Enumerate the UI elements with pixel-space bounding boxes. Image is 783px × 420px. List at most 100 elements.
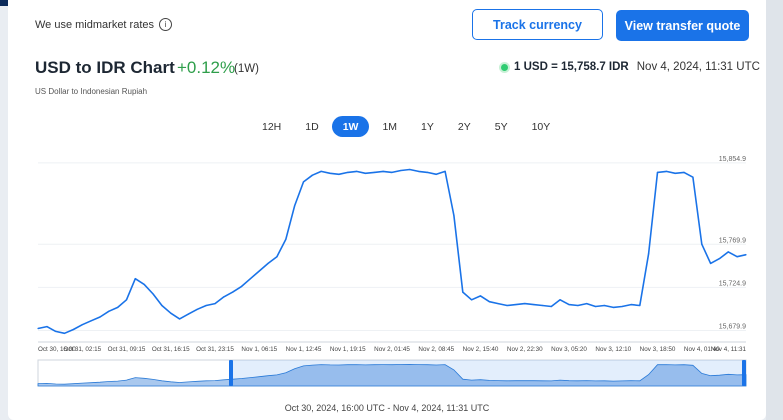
navigator-handle[interactable] [742, 360, 746, 386]
data-point [612, 306, 614, 309]
data-point [621, 305, 623, 308]
x-tick-label: Oct 31, 16:15 [152, 346, 190, 353]
data-point [444, 170, 446, 173]
data-point [683, 171, 685, 173]
data-point [630, 303, 632, 306]
data-point [258, 270, 260, 272]
data-point [117, 306, 119, 309]
x-tick-label: Nov 2, 08:45 [418, 346, 454, 353]
x-tick-label: Nov 1, 06:15 [241, 346, 277, 353]
chart-subtitle: US Dollar to Indonesian Rupiah [35, 87, 148, 96]
data-point [187, 313, 190, 315]
track-currency-button[interactable]: Track currency [472, 9, 603, 40]
data-point [656, 171, 659, 173]
data-point [108, 310, 110, 312]
scrollbar-track[interactable] [766, 0, 783, 420]
tab-1w[interactable]: 1W [331, 116, 370, 137]
navigator-handle[interactable] [229, 360, 233, 386]
x-tick-label: Nov 3, 05:20 [551, 346, 587, 353]
rate-timestamp: Nov 4, 2024, 11:31 UTC [636, 61, 760, 73]
tab-5y[interactable]: 5Y [494, 120, 508, 133]
data-point [37, 327, 39, 330]
data-point [179, 318, 181, 320]
data-point [674, 172, 676, 174]
data-point [294, 205, 296, 207]
rate-change: +0.12% [177, 58, 236, 77]
data-point [559, 299, 561, 301]
data-point [364, 172, 367, 174]
data-point [417, 170, 420, 173]
data-point [267, 262, 269, 264]
data-point [170, 312, 172, 314]
midmarket-note: We use midmarket rates i [35, 18, 173, 31]
view-transfer-quote-button[interactable]: View transfer quote [616, 10, 749, 41]
change-period: (1W) [234, 63, 259, 75]
data-point [453, 214, 455, 217]
data-point [727, 251, 729, 253]
range-tabs: 12H 1D 1W 1M 1Y 2Y 5Y 10Y [251, 116, 563, 137]
data-point [196, 308, 198, 310]
y-tick-label: 15,854.9 [719, 156, 746, 163]
data-point [568, 303, 570, 306]
data-point [214, 303, 216, 305]
navigator-area [37, 363, 747, 387]
data-point [479, 295, 482, 297]
x-tick-label: Nov 1, 12:45 [286, 346, 322, 353]
data-point [338, 173, 340, 175]
data-point [46, 325, 48, 328]
x-tick-label: Nov 3, 12:10 [595, 346, 631, 353]
x-tick-label: Oct 31, 02:15 [63, 346, 101, 353]
data-point [134, 278, 136, 280]
info-icon[interactable]: i [159, 18, 173, 31]
tab-1d[interactable]: 1D [305, 120, 319, 133]
data-point [347, 171, 349, 173]
data-point [603, 304, 606, 307]
x-tick-label: Nov 3, 18:50 [640, 346, 676, 353]
data-point [488, 301, 490, 303]
data-point [639, 304, 641, 307]
tab-1m[interactable]: 1M [382, 120, 398, 133]
x-tick-label: Nov 2, 15:40 [463, 346, 499, 353]
tab-1y[interactable]: 1Y [421, 120, 434, 133]
data-point [161, 304, 163, 307]
tab-10y[interactable]: 10Y [531, 120, 551, 133]
data-point [462, 291, 464, 293]
date-range-label: Oct 30, 2024, 16:00 UTC - Nov 4, 2024, 1… [284, 403, 490, 413]
data-point [409, 168, 411, 171]
data-point [515, 303, 517, 306]
chart-card: We use midmarket rates i Track currency … [8, 0, 766, 420]
tab-2y[interactable]: 2Y [457, 120, 471, 133]
data-point [320, 170, 322, 173]
data-point [506, 304, 508, 307]
navigator-selection[interactable] [230, 360, 746, 386]
data-point [745, 254, 747, 256]
data-point [471, 299, 473, 301]
data-point [125, 299, 128, 301]
data-point [373, 171, 375, 173]
data-point [90, 320, 92, 322]
data-point [276, 256, 278, 258]
data-point [81, 324, 83, 326]
data-point [302, 181, 305, 183]
data-point [718, 257, 721, 260]
midmarket-note-text: We use midmarket rates [35, 18, 155, 31]
data-point [63, 332, 66, 334]
live-dot-icon [501, 63, 508, 71]
current-rate: 1 USD = 15,758.7 IDR Nov 4, 2024, 11:31 … [501, 61, 760, 73]
rate-chart[interactable]: 15,854.9 15,769.9 15,724.9 15,679.9 Oct 30, … [8, 148, 766, 403]
data-point [701, 243, 703, 245]
data-point [524, 303, 526, 305]
data-point [223, 296, 225, 298]
data-point [72, 328, 74, 331]
data-point [586, 303, 588, 305]
data-point [648, 253, 650, 255]
x-tick-label: Nov 2, 01:45 [374, 346, 410, 353]
x-tick-label: Nov 4, 11:31 [711, 346, 747, 353]
y-tick-label: 15,769.9 [719, 237, 746, 244]
data-point [99, 316, 101, 318]
data-point [382, 170, 384, 173]
tab-12h[interactable]: 12H [262, 120, 282, 133]
data-point [541, 304, 544, 307]
data-point [594, 305, 597, 308]
data-point [311, 174, 313, 176]
